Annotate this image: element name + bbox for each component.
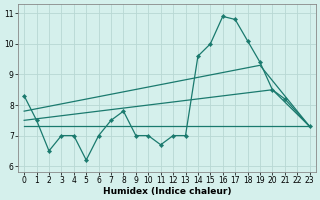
X-axis label: Humidex (Indice chaleur): Humidex (Indice chaleur) bbox=[103, 187, 231, 196]
